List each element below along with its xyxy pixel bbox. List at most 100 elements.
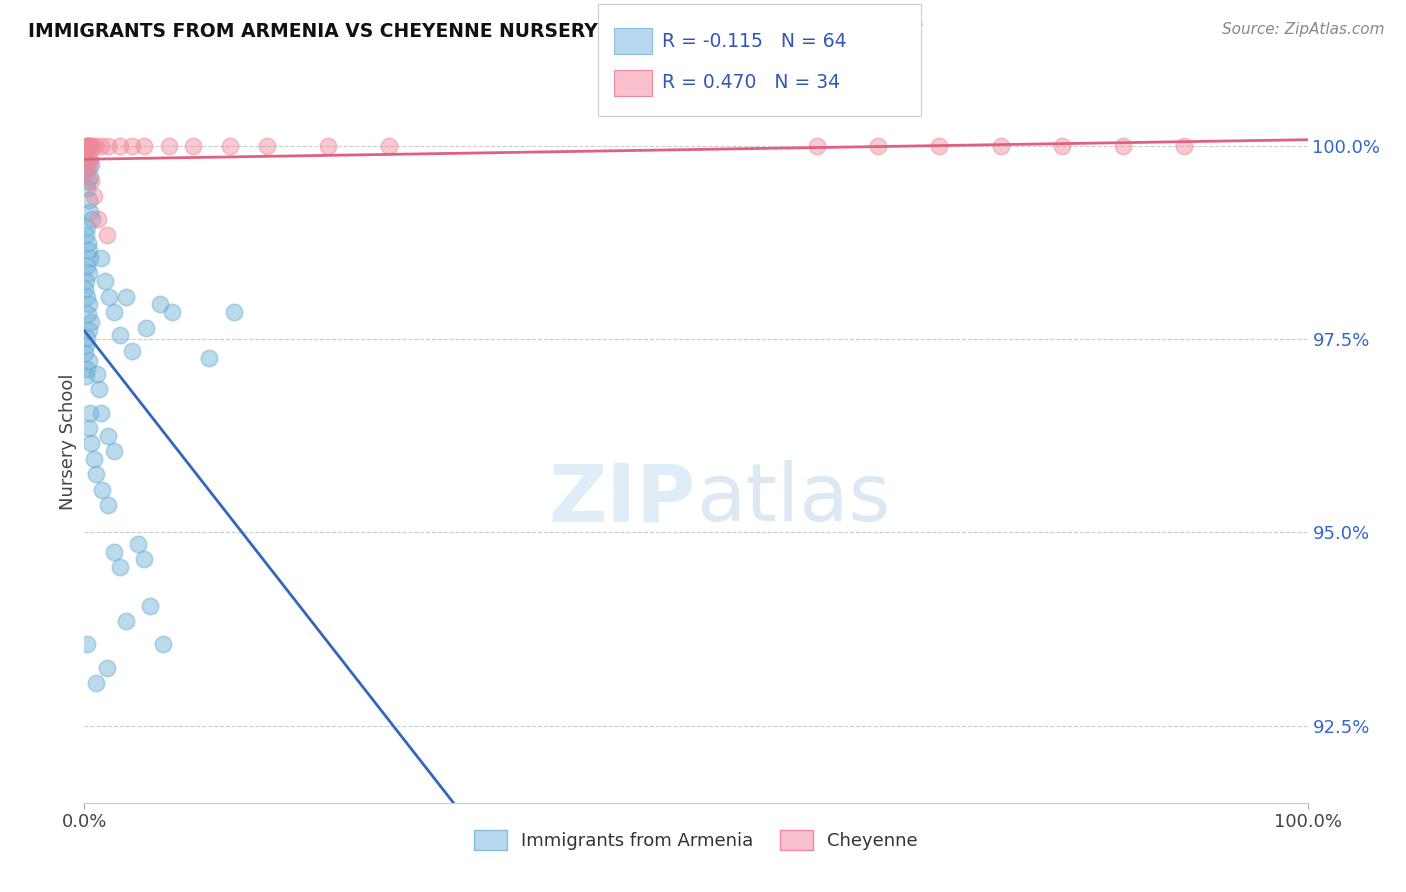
Point — [990, 139, 1012, 153]
Point — [87, 212, 110, 227]
Point — [90, 406, 112, 420]
Point — [83, 451, 105, 466]
Point — [181, 139, 204, 153]
Point — [162, 305, 184, 319]
Point — [76, 162, 98, 177]
Point — [76, 139, 98, 153]
Point — [222, 305, 245, 319]
Point — [1050, 139, 1073, 153]
Point — [79, 153, 101, 167]
Point — [79, 169, 101, 184]
Point — [115, 290, 138, 304]
Point — [79, 204, 101, 219]
Point — [77, 139, 100, 153]
Point — [256, 139, 278, 153]
Point — [108, 328, 131, 343]
Point — [80, 436, 103, 450]
Point — [76, 220, 98, 235]
Point — [75, 274, 97, 288]
Point — [76, 181, 98, 195]
Point — [127, 537, 149, 551]
Point — [77, 193, 100, 207]
Point — [75, 166, 97, 180]
Point — [103, 444, 125, 458]
Point — [94, 274, 117, 288]
Point — [157, 139, 180, 153]
Point — [91, 483, 114, 497]
Point — [79, 139, 101, 153]
Point — [80, 212, 103, 227]
Point — [77, 151, 100, 165]
Point — [75, 146, 97, 161]
Text: atlas: atlas — [696, 460, 890, 539]
Y-axis label: Nursery School: Nursery School — [59, 373, 77, 510]
Point — [76, 235, 98, 250]
Point — [76, 259, 98, 273]
Point — [152, 637, 174, 651]
Point — [76, 361, 98, 376]
Point — [97, 498, 120, 512]
Text: R = -0.115   N = 64: R = -0.115 N = 64 — [662, 31, 846, 51]
Text: IMMIGRANTS FROM ARMENIA VS CHEYENNE NURSERY SCHOOL CORRELATION CHART: IMMIGRANTS FROM ARMENIA VS CHEYENNE NURS… — [28, 22, 922, 41]
Point — [76, 153, 98, 167]
Point — [77, 307, 100, 321]
Point — [84, 139, 107, 153]
Point — [868, 139, 890, 153]
Point — [97, 290, 120, 304]
Point — [75, 227, 97, 242]
Point — [79, 406, 101, 420]
Point — [1173, 139, 1195, 153]
Point — [80, 158, 103, 172]
Point — [83, 189, 105, 203]
Text: Source: ZipAtlas.com: Source: ZipAtlas.com — [1222, 22, 1385, 37]
Point — [76, 637, 98, 651]
Point — [76, 330, 98, 344]
Point — [76, 290, 98, 304]
Point — [80, 315, 103, 329]
Point — [135, 320, 157, 334]
Point — [115, 614, 138, 628]
Point — [86, 367, 108, 381]
Point — [121, 139, 143, 153]
Text: ZIP: ZIP — [548, 460, 696, 539]
Point — [97, 139, 120, 153]
Point — [77, 174, 100, 188]
Point — [77, 158, 100, 172]
Point — [84, 467, 107, 482]
Point — [76, 139, 98, 153]
Point — [90, 139, 112, 153]
Point — [134, 139, 156, 153]
Point — [121, 343, 143, 358]
Point — [108, 139, 131, 153]
Point — [378, 139, 401, 153]
Point — [198, 351, 221, 366]
Point — [77, 267, 100, 281]
Point — [90, 251, 112, 265]
Point — [82, 139, 104, 153]
Point — [77, 323, 100, 337]
Point — [76, 139, 98, 153]
Point — [84, 676, 107, 690]
Point — [77, 244, 100, 258]
Point — [80, 174, 103, 188]
Point — [79, 353, 101, 368]
Point — [97, 429, 120, 443]
Point — [87, 383, 110, 397]
Point — [75, 346, 97, 360]
Point — [134, 552, 156, 566]
Point — [110, 560, 132, 574]
Point — [75, 369, 97, 384]
Point — [96, 660, 118, 674]
Point — [149, 297, 172, 311]
Point — [219, 139, 242, 153]
Point — [928, 139, 950, 153]
Point — [316, 139, 339, 153]
Text: R = 0.470   N = 34: R = 0.470 N = 34 — [662, 73, 841, 93]
Point — [96, 227, 118, 242]
Point — [103, 305, 125, 319]
Point — [1112, 139, 1135, 153]
Point — [75, 282, 97, 296]
Point — [79, 251, 101, 265]
Legend: Immigrants from Armenia, Cheyenne: Immigrants from Armenia, Cheyenne — [467, 822, 925, 857]
Point — [77, 297, 100, 311]
